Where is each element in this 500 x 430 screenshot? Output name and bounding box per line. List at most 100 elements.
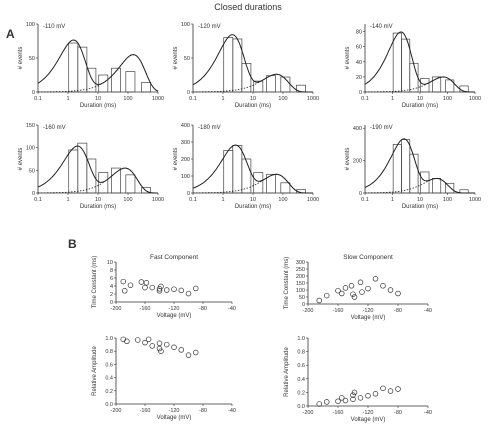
data-point xyxy=(135,337,141,343)
y-tick-label: 0 xyxy=(302,302,305,308)
y-tick-label: 0 xyxy=(359,191,362,197)
y-tick-label: 0 xyxy=(187,90,190,96)
data-point xyxy=(185,290,192,297)
y-tick-label: 200 xyxy=(181,157,190,163)
scatter-panel: -200 -160 -120 -80 -40 0.0 0.2 0.4 0.6 0.8 1.0 Volt… xyxy=(92,336,236,421)
x-tick-label: 0.1 xyxy=(361,96,369,102)
y-tick-label: 400 xyxy=(181,123,190,129)
data-point xyxy=(372,391,379,397)
x-tick-label: 10 xyxy=(250,197,256,203)
x-axis-label: Duration (ms) xyxy=(80,103,116,109)
y-tick-label: 50 xyxy=(29,168,35,174)
y-axis-label: # events xyxy=(345,148,351,171)
x-axis-label: Voltage (mV) xyxy=(157,415,192,421)
x-tick-label: 100 xyxy=(443,96,452,102)
histogram-panel: 0.1 1 10 100 1000 0 50 100 150 -160 mV Duration (m… xyxy=(18,123,164,210)
y-axis-label: # events xyxy=(18,47,24,70)
data-point xyxy=(164,341,170,348)
voltage-label: -140 mV xyxy=(370,24,393,30)
y-tick-label: 4 xyxy=(110,284,113,290)
y-axis-label: Relative Amplitude xyxy=(92,345,98,395)
component-curve xyxy=(365,76,475,93)
y-tick-label: 300 xyxy=(296,260,305,266)
data-point xyxy=(127,282,134,288)
x-tick-label: 0.1 xyxy=(189,197,197,203)
histogram-bar xyxy=(401,139,411,194)
y-tick-label: 50 xyxy=(299,295,305,301)
histogram-bar xyxy=(253,172,264,194)
histogram-bar xyxy=(98,74,109,93)
y-tick-label: 0.0 xyxy=(105,402,113,408)
y-tick-label: 20 xyxy=(356,75,362,81)
x-axis-label: Voltage (mV) xyxy=(351,315,386,321)
y-tick-label: 6 xyxy=(110,276,113,282)
data-point xyxy=(193,285,199,292)
panel-a-label: A xyxy=(6,27,15,41)
y-tick-label: 8 xyxy=(110,268,113,274)
x-tick-label: 1 xyxy=(66,197,69,203)
data-point xyxy=(156,340,163,347)
component-curve xyxy=(193,173,313,194)
data-point xyxy=(380,283,386,289)
histogram-panel: 0.1 1 10 100 1000 0 20 40 60 80 -140 mV Duration (m… xyxy=(345,24,481,109)
y-tick-label: 0.4 xyxy=(297,377,305,383)
scatter-title: Slow Component xyxy=(343,254,393,261)
x-tick-label: -40 xyxy=(424,410,432,416)
y-tick-label: 100 xyxy=(26,22,35,28)
data-point xyxy=(120,278,126,285)
y-tick-label: 300 xyxy=(181,140,190,146)
data-point xyxy=(316,297,323,304)
histogram-bar xyxy=(392,32,402,93)
histogram-bar xyxy=(98,172,109,194)
x-tick-label: -200 xyxy=(302,308,313,314)
histogram-bar xyxy=(111,167,121,194)
histogram-bar xyxy=(420,78,430,93)
data-point xyxy=(143,280,150,286)
histogram-bar xyxy=(266,173,276,194)
x-tick-label: -80 xyxy=(394,410,402,416)
x-tick-label: -80 xyxy=(199,408,207,414)
x-tick-label: 0.1 xyxy=(34,197,42,203)
histogram-bar xyxy=(86,158,97,194)
x-tick-label: 1000 xyxy=(469,96,481,102)
x-axis-label: Duration (ms) xyxy=(80,204,116,210)
data-point xyxy=(324,399,330,405)
data-point xyxy=(342,285,349,291)
y-tick-label: 0.0 xyxy=(297,404,305,410)
y-tick-label: 0 xyxy=(187,191,190,197)
data-point xyxy=(348,283,355,289)
data-point xyxy=(365,393,371,399)
x-tick-label: -200 xyxy=(110,306,121,312)
y-tick-label: 10 xyxy=(107,260,113,266)
x-tick-label: 1000 xyxy=(307,197,319,203)
y-tick-label: 2 xyxy=(110,292,113,298)
fit-curve xyxy=(364,138,475,194)
histogram-bar xyxy=(241,158,252,194)
x-tick-label: -160 xyxy=(139,306,150,312)
data-point xyxy=(387,388,394,394)
x-tick-label: 0.1 xyxy=(34,96,42,102)
data-point xyxy=(171,286,177,292)
data-point xyxy=(335,287,341,294)
data-point xyxy=(149,343,156,349)
histogram-bar xyxy=(77,142,88,194)
x-tick-label: -200 xyxy=(302,410,313,416)
scatter-panel: -200 -160 -120 -80 -40 0 2 4 6 8 10 Fast Component V… xyxy=(92,254,236,319)
scatter-panel: -200 -160 -120 -80 -40 0.0 0.2 0.4 0.6 0.8 1.0 Volt… xyxy=(284,336,432,423)
x-tick-label: 100 xyxy=(123,96,132,102)
histogram-bar xyxy=(232,145,243,194)
component-curve xyxy=(365,177,475,194)
fit-curve xyxy=(192,34,313,93)
y-tick-label: 0.6 xyxy=(297,363,305,369)
y-tick-label: 0.2 xyxy=(297,390,305,396)
histogram-bar xyxy=(253,80,264,93)
data-point xyxy=(335,398,341,404)
voltage-label: -120 mV xyxy=(198,24,221,30)
y-tick-label: 0 xyxy=(32,90,35,96)
histogram-bar xyxy=(141,187,151,194)
x-tick-label: 0.1 xyxy=(361,197,369,203)
x-axis-label: Duration (ms) xyxy=(235,103,271,109)
data-point xyxy=(350,291,356,297)
